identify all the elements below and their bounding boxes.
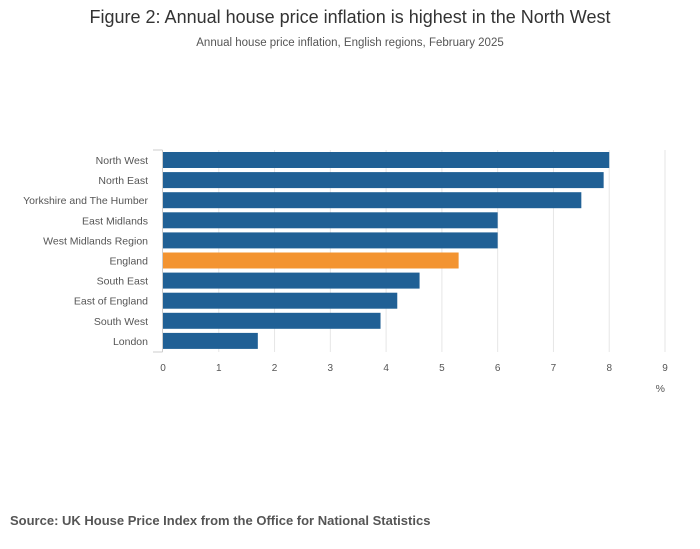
bar-east-of-england bbox=[163, 292, 398, 309]
category-label-north-east: North East bbox=[98, 175, 148, 187]
bar-london bbox=[163, 332, 258, 349]
x-tick-label-7: 7 bbox=[551, 363, 557, 374]
category-label-london: London bbox=[113, 336, 148, 348]
bar-south-east bbox=[163, 272, 420, 289]
bar-north-west bbox=[163, 152, 610, 168]
x-tick-label-9: 9 bbox=[662, 363, 668, 374]
chart-title: Figure 2: Annual house price inflation i… bbox=[89, 7, 611, 27]
bar-east-midlands bbox=[163, 212, 498, 229]
category-label-east-of-england: East of England bbox=[74, 296, 148, 308]
bar-south-west bbox=[163, 312, 381, 329]
x-tick-label-2: 2 bbox=[272, 363, 278, 374]
x-tick-label-5: 5 bbox=[439, 363, 445, 374]
x-axis-unit-label: % bbox=[656, 383, 665, 395]
category-label-south-east: South East bbox=[97, 276, 148, 288]
bar-yorkshire-and-the-humber bbox=[163, 192, 582, 209]
category-label-england: England bbox=[109, 256, 148, 268]
x-tick-label-8: 8 bbox=[606, 363, 612, 374]
chart-subtitle: Annual house price inflation, English re… bbox=[196, 37, 504, 49]
x-tick-label-0: 0 bbox=[160, 363, 166, 374]
bar-north-east bbox=[163, 172, 604, 189]
category-label-north-west: North West bbox=[96, 155, 148, 167]
bar-england bbox=[163, 252, 459, 269]
bar-west-midlands-region bbox=[163, 232, 498, 249]
category-label-yorkshire-and-the-humber: Yorkshire and The Humber bbox=[23, 195, 148, 207]
x-tick-label-4: 4 bbox=[383, 363, 389, 374]
x-tick-label-3: 3 bbox=[328, 363, 334, 374]
source-note: Source: UK House Price Index from the Of… bbox=[10, 513, 431, 528]
x-tick-label-1: 1 bbox=[216, 363, 222, 374]
category-label-south-west: South West bbox=[94, 316, 148, 328]
x-tick-label-6: 6 bbox=[495, 363, 501, 374]
category-label-west-midlands-region: West Midlands Region bbox=[43, 235, 148, 247]
category-label-east-midlands: East Midlands bbox=[82, 215, 148, 227]
